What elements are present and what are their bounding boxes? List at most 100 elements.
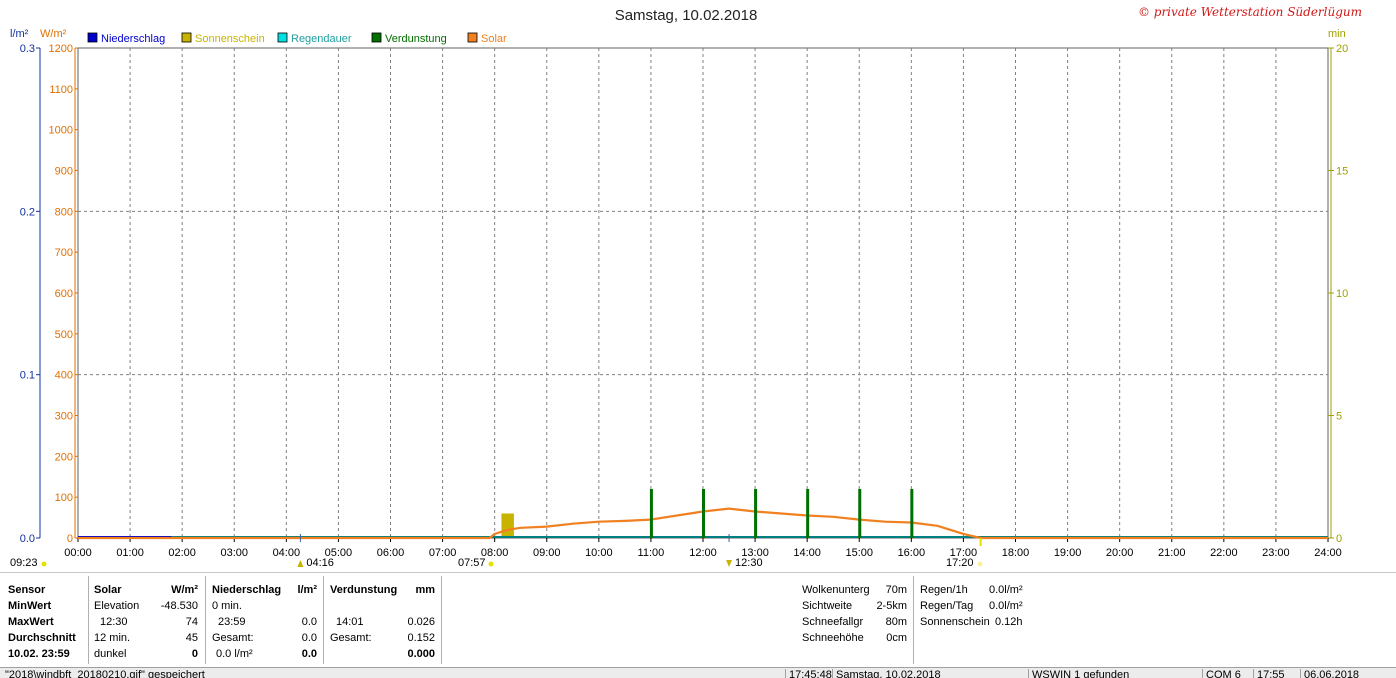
- axis-solar-tick-label: 800: [55, 206, 73, 218]
- weather-label: Schneefallgr: [802, 616, 864, 628]
- verdunstung-row-value: 0.000: [407, 648, 435, 660]
- axis-solar-tick-label: 300: [55, 411, 73, 423]
- legend-label: Regendauer: [291, 33, 352, 45]
- legend-label: Sonnenschein: [195, 33, 265, 45]
- divider: [913, 576, 914, 664]
- divider: [323, 576, 324, 664]
- solar-row-label: dunkel: [94, 648, 127, 660]
- verdunstung-row-value: 0.026: [407, 616, 435, 628]
- weather-label: Schneehöhe: [802, 632, 864, 644]
- axis-x-tick-label: 15:00: [845, 547, 873, 559]
- axis-x-tick-label: 10:00: [585, 547, 613, 559]
- axis-x-tick-label: 20:00: [1106, 547, 1134, 559]
- solar-unit: W/m²: [171, 584, 198, 596]
- status-clock: 17:55: [1253, 669, 1285, 678]
- marker-label: 09:23: [10, 557, 38, 569]
- axis-x-tick-label: 22:00: [1210, 547, 1238, 559]
- solar-row-label: 12 min.: [94, 632, 131, 644]
- divider: [88, 576, 89, 664]
- verdunstung-bar: [806, 489, 810, 538]
- axis-rain-tick-label: 0.1: [20, 370, 35, 382]
- sunset-icon: [977, 561, 983, 567]
- legend-swatch: [467, 32, 478, 43]
- solar-line: [78, 507, 1328, 540]
- niederschlag-unit: l/m²: [297, 584, 317, 596]
- axis-x-tick-label: 07:00: [429, 547, 457, 559]
- axis-x-tick-label: 12:00: [689, 547, 717, 559]
- axis-x-tick-label: 14:00: [793, 547, 821, 559]
- axis-unit-rain: l/m²: [10, 28, 29, 40]
- chart-title: Samstag, 10.02.2018: [615, 7, 758, 24]
- weather-value: 2-5km: [876, 600, 907, 612]
- station-credit: © private Wetterstation Süderlügum: [1138, 5, 1362, 19]
- chart-legend: Niederschlag Sonnenschein Regendauer Verdun…: [87, 32, 507, 45]
- axis-solar-tick-label: 900: [55, 166, 73, 178]
- solar-row-label: 12:30: [100, 616, 128, 628]
- marker-label: 17:20: [946, 557, 974, 569]
- legend-label: Solar: [481, 33, 507, 45]
- chart-axes: 0.00.10.20.30100200300400500600700800900…: [20, 43, 1349, 559]
- axis-x-tick-label: 00:00: [64, 547, 92, 559]
- axis-solar-tick-label: 200: [55, 451, 73, 463]
- rain-value: 0.0l/m²: [989, 600, 1023, 612]
- verdunstung-bar: [649, 489, 653, 538]
- axis-min-tick-label: 0: [1336, 533, 1342, 545]
- weather-value: 70m: [885, 584, 907, 596]
- weather-chart: Samstag, 10.02.2018 © private Wetterstat…: [10, 5, 1362, 569]
- niederschlag-row-value: 0.0: [301, 616, 317, 628]
- divider: [441, 576, 442, 664]
- statistics-panel: [0, 572, 1396, 666]
- axis-solar-tick-label: 1200: [49, 43, 73, 55]
- rain-label: Regen/Tag: [920, 600, 974, 612]
- verdunstung-row-label: Gesamt:: [330, 632, 372, 644]
- sensor-row-label: MinWert: [8, 600, 52, 612]
- status-today: 06.06.2018: [1300, 669, 1359, 678]
- niederschlag-header: Niederschlag: [212, 584, 282, 596]
- rain-value: 0.12h: [995, 616, 1023, 628]
- solar-row-value: 45: [185, 632, 198, 644]
- axis-solar-tick-label: 100: [55, 492, 73, 504]
- axis-rain-tick-label: 0.2: [20, 206, 35, 218]
- verdunstung-bar: [754, 489, 758, 538]
- status-text: WSWIN 1 gefunden: [1028, 669, 1129, 678]
- rain-value: 0.0l/m²: [989, 584, 1023, 596]
- legend-swatch: [87, 32, 98, 43]
- verdunstung-bar: [910, 489, 914, 538]
- axis-solar-tick-label: 600: [55, 288, 73, 300]
- axis-solar-tick-label: 400: [55, 370, 73, 382]
- verdunstung-row-label: 14:01: [336, 616, 364, 628]
- legend-label: Niederschlag: [101, 33, 165, 45]
- axis-x-tick-label: 21:00: [1158, 547, 1186, 559]
- sensor-row-label: Durchschnitt: [8, 632, 76, 644]
- divider: [205, 576, 206, 664]
- marker-label: 07:57: [458, 557, 486, 569]
- axis-rain-tick-label: 0.3: [20, 43, 35, 55]
- axis-x-tick-label: 16:00: [898, 547, 926, 559]
- sun-icon: [41, 561, 47, 567]
- legend-swatch: [371, 32, 382, 43]
- axis-solar-tick-label: 500: [55, 329, 73, 341]
- solar-row-value: 0: [191, 648, 198, 660]
- axis-x-tick-label: 18:00: [1002, 547, 1030, 559]
- axis-solar-tick-label: 0: [67, 533, 73, 545]
- niederschlag-row-value: 0.0: [301, 632, 317, 644]
- marker-label: 04:16: [306, 557, 334, 569]
- sensor-row-label: 10.02. 23:59: [8, 648, 70, 660]
- verdunstung-bar: [702, 489, 705, 538]
- marker-label: 12:30: [735, 557, 763, 569]
- axis-x-tick-label: 06:00: [377, 547, 405, 559]
- axis-x-tick-label: 03:00: [220, 547, 248, 559]
- legend-label: Verdunstung: [385, 33, 447, 45]
- legend-swatch: [181, 32, 192, 43]
- rain-label: Sonnenschein: [920, 616, 990, 628]
- axis-x-tick-label: 05:00: [325, 547, 353, 559]
- status-file: "2018\windbft_20180210.gif" gespeichert: [5, 669, 205, 678]
- verdunstung-bar: [858, 489, 862, 538]
- solar-row-label: Elevation: [94, 600, 140, 612]
- verdunstung-row-value: 0.152: [407, 632, 435, 644]
- axis-min-tick-label: 20: [1336, 43, 1348, 55]
- tide-low-icon: [297, 560, 304, 567]
- solar-row-value: -48.530: [160, 600, 198, 612]
- axis-min-tick-label: 5: [1336, 411, 1342, 423]
- weather-label: Sichtweite: [802, 600, 853, 612]
